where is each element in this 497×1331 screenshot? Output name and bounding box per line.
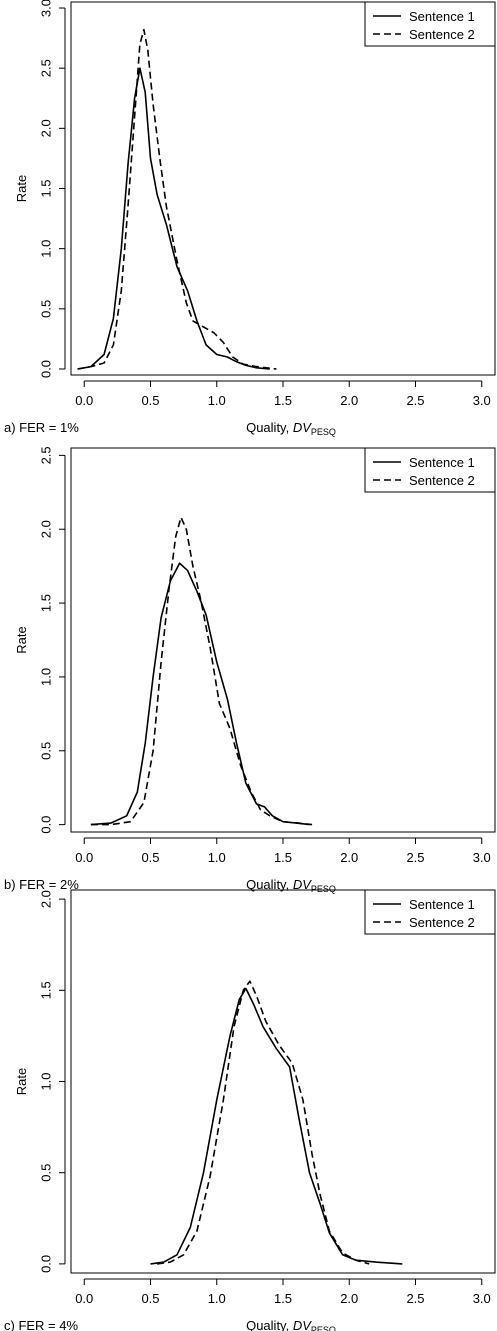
x-tick-label: 1.0 (208, 393, 226, 408)
x-tick-label: 1.5 (274, 1291, 292, 1306)
x-tick-label: 2.5 (406, 393, 424, 408)
chart-panel-3: 0.0 0.5 1.0 1.5 2.0 2.5 3.0 0.0 0.5 1.0 1.5 2.0 Rate… (4, 890, 495, 1331)
y-tick-label: 1.0 (38, 668, 53, 686)
y-tick-label: 0.5 (38, 1164, 53, 1182)
x-tick-label: 2.0 (340, 1291, 358, 1306)
y-tick-label: 2.0 (38, 520, 53, 538)
series-line-2 (157, 981, 369, 1264)
y-tick-label: 3.0 (38, 0, 53, 17)
y-tick-label: 1.0 (38, 240, 53, 258)
x-tick-label: 0.5 (141, 850, 159, 865)
legend: Sentence 1 Sentence 2 (365, 448, 495, 492)
x-tick-label: 2.5 (406, 1291, 424, 1306)
legend-label-2: Sentence 2 (409, 473, 475, 488)
x-axis-title: Quality, DVPESQ (246, 1318, 336, 1331)
x-axis: 0.0 0.5 1.0 1.5 2.0 2.5 3.0 (75, 1279, 491, 1306)
y-tick-label: 0.0 (38, 1255, 53, 1273)
y-axis: 0.0 0.5 1.0 1.5 2.0 2.5 3.0 (38, 0, 65, 378)
x-axis: 0.0 0.5 1.0 1.5 2.0 2.5 3.0 (75, 381, 491, 408)
panel-caption: c) FER = 4% (4, 1318, 78, 1331)
x-tick-label: 0.0 (75, 1291, 93, 1306)
y-tick-label: 2.5 (38, 446, 53, 464)
y-tick-label: 0.0 (38, 360, 53, 378)
series-line-1 (78, 68, 270, 369)
y-tick-label: 1.5 (38, 179, 53, 197)
x-tick-label: 3.0 (473, 850, 491, 865)
x-tick-label: 0.5 (141, 393, 159, 408)
y-tick-label: 1.0 (38, 1072, 53, 1090)
y-axis-title: Rate (14, 175, 29, 202)
chart-panel-2: 0.0 0.5 1.0 1.5 2.0 2.5 3.0 0.0 0.5 1.0 1.5 2.0 2.5 R… (4, 446, 495, 894)
x-axis-title: Quality, DVPESQ (246, 877, 336, 894)
series-line-1 (151, 989, 403, 1264)
y-tick-label: 2.0 (38, 119, 53, 137)
x-tick-label: 0.0 (75, 393, 93, 408)
series-line-1 (91, 563, 310, 824)
legend-label-1: Sentence 1 (409, 455, 475, 470)
series-line-2 (78, 30, 277, 369)
x-tick-label: 0.5 (141, 1291, 159, 1306)
y-tick-label: 0.0 (38, 816, 53, 834)
x-tick-label: 1.5 (274, 850, 292, 865)
y-axis: 0.0 0.5 1.0 1.5 2.0 (38, 890, 65, 1273)
y-tick-label: 1.5 (38, 981, 53, 999)
y-axis-title: Rate (14, 1068, 29, 1095)
chart-panel-1: 0.0 0.5 1.0 1.5 2.0 2.5 3.0 0.0 0.5 1.0 1.5 2.0 2.5 3… (4, 0, 495, 437)
legend: Sentence 1 Sentence 2 (365, 890, 495, 934)
y-tick-label: 1.5 (38, 594, 53, 612)
y-axis: 0.0 0.5 1.0 1.5 2.0 2.5 (38, 446, 65, 833)
legend-label-1: Sentence 1 (409, 897, 475, 912)
x-tick-label: 2.0 (340, 393, 358, 408)
x-tick-label: 0.0 (75, 850, 93, 865)
x-tick-label: 1.0 (208, 1291, 226, 1306)
x-axis: 0.0 0.5 1.0 1.5 2.0 2.5 3.0 (75, 838, 491, 865)
legend: Sentence 1 Sentence 2 (365, 2, 495, 46)
x-tick-label: 2.0 (340, 850, 358, 865)
y-tick-label: 2.0 (38, 890, 53, 908)
x-tick-label: 2.5 (406, 850, 424, 865)
legend-label-2: Sentence 2 (409, 27, 475, 42)
y-tick-label: 0.5 (38, 300, 53, 318)
series-line-2 (91, 517, 312, 824)
y-tick-label: 0.5 (38, 742, 53, 760)
x-axis-title: Quality, DVPESQ (246, 420, 336, 437)
plot-frame (71, 448, 495, 832)
plot-frame (71, 890, 495, 1273)
panel-caption: a) FER = 1% (4, 420, 79, 435)
y-axis-title: Rate (14, 626, 29, 653)
legend-label-1: Sentence 1 (409, 9, 475, 24)
x-tick-label: 3.0 (473, 1291, 491, 1306)
plot-frame (71, 2, 495, 375)
x-tick-label: 3.0 (473, 393, 491, 408)
legend-label-2: Sentence 2 (409, 915, 475, 930)
x-tick-label: 1.5 (274, 393, 292, 408)
x-tick-label: 1.0 (208, 850, 226, 865)
y-tick-label: 2.5 (38, 59, 53, 77)
panel-caption: b) FER = 2% (4, 877, 79, 892)
